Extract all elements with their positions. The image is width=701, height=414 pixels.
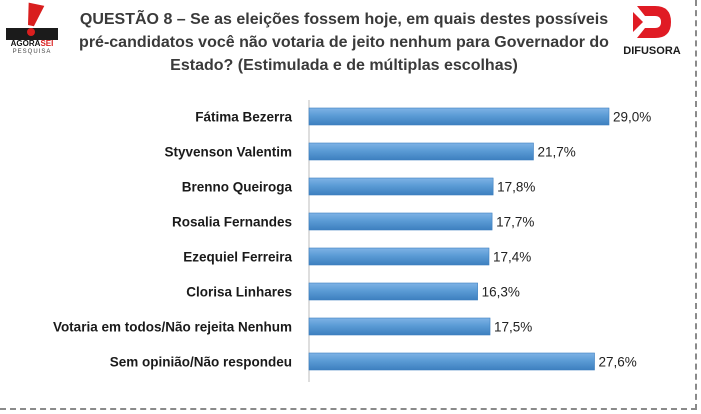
agora-sei-logo-name: AGORASEI bbox=[10, 39, 54, 48]
category-label: Sem opinião/Não respondeu bbox=[110, 355, 292, 370]
difusora-logo: DIFUSORA bbox=[617, 2, 701, 64]
bar bbox=[308, 247, 490, 266]
agora-sei-logo: AGORASEI PESQUISA bbox=[4, 2, 60, 60]
category-label: Brenno Queiroga bbox=[182, 180, 293, 195]
category-label: Clorisa Linhares bbox=[186, 285, 292, 300]
data-label: 17,5% bbox=[494, 320, 532, 335]
bar bbox=[308, 177, 494, 196]
bar-chart: Fátima Bezerra 29,0% Styvenson Valentim 21,… bbox=[53, 100, 651, 382]
difusora-logo-name: DIFUSORA bbox=[623, 45, 681, 57]
category-label: Votaria em todos/Não rejeita Nenhum bbox=[53, 320, 292, 335]
bar bbox=[308, 282, 478, 301]
difusora-symbol-icon bbox=[633, 6, 671, 38]
chart-title: QUESTÃO 8 – Se as eleições fossem hoje, … bbox=[79, 11, 609, 74]
data-label: 29,0% bbox=[613, 110, 651, 125]
bar bbox=[308, 142, 534, 161]
category-label: Ezequiel Ferreira bbox=[183, 250, 292, 265]
data-label: 21,7% bbox=[537, 145, 575, 160]
category-label: Fátima Bezerra bbox=[195, 110, 292, 125]
agora-sei-logo-sub: PESQUISA bbox=[12, 49, 52, 55]
bar bbox=[308, 212, 493, 231]
data-label: 17,8% bbox=[497, 180, 535, 195]
data-label: 17,4% bbox=[493, 250, 531, 265]
category-label: Rosalia Fernandes bbox=[172, 215, 292, 230]
bar bbox=[308, 317, 491, 336]
category-label: Styvenson Valentim bbox=[164, 145, 292, 160]
data-label: 16,3% bbox=[482, 285, 520, 300]
exclamation-logo-icon bbox=[6, 2, 58, 40]
bar bbox=[308, 107, 610, 126]
data-label: 27,6% bbox=[599, 355, 637, 370]
bar bbox=[308, 352, 595, 371]
data-label: 17,7% bbox=[496, 215, 534, 230]
